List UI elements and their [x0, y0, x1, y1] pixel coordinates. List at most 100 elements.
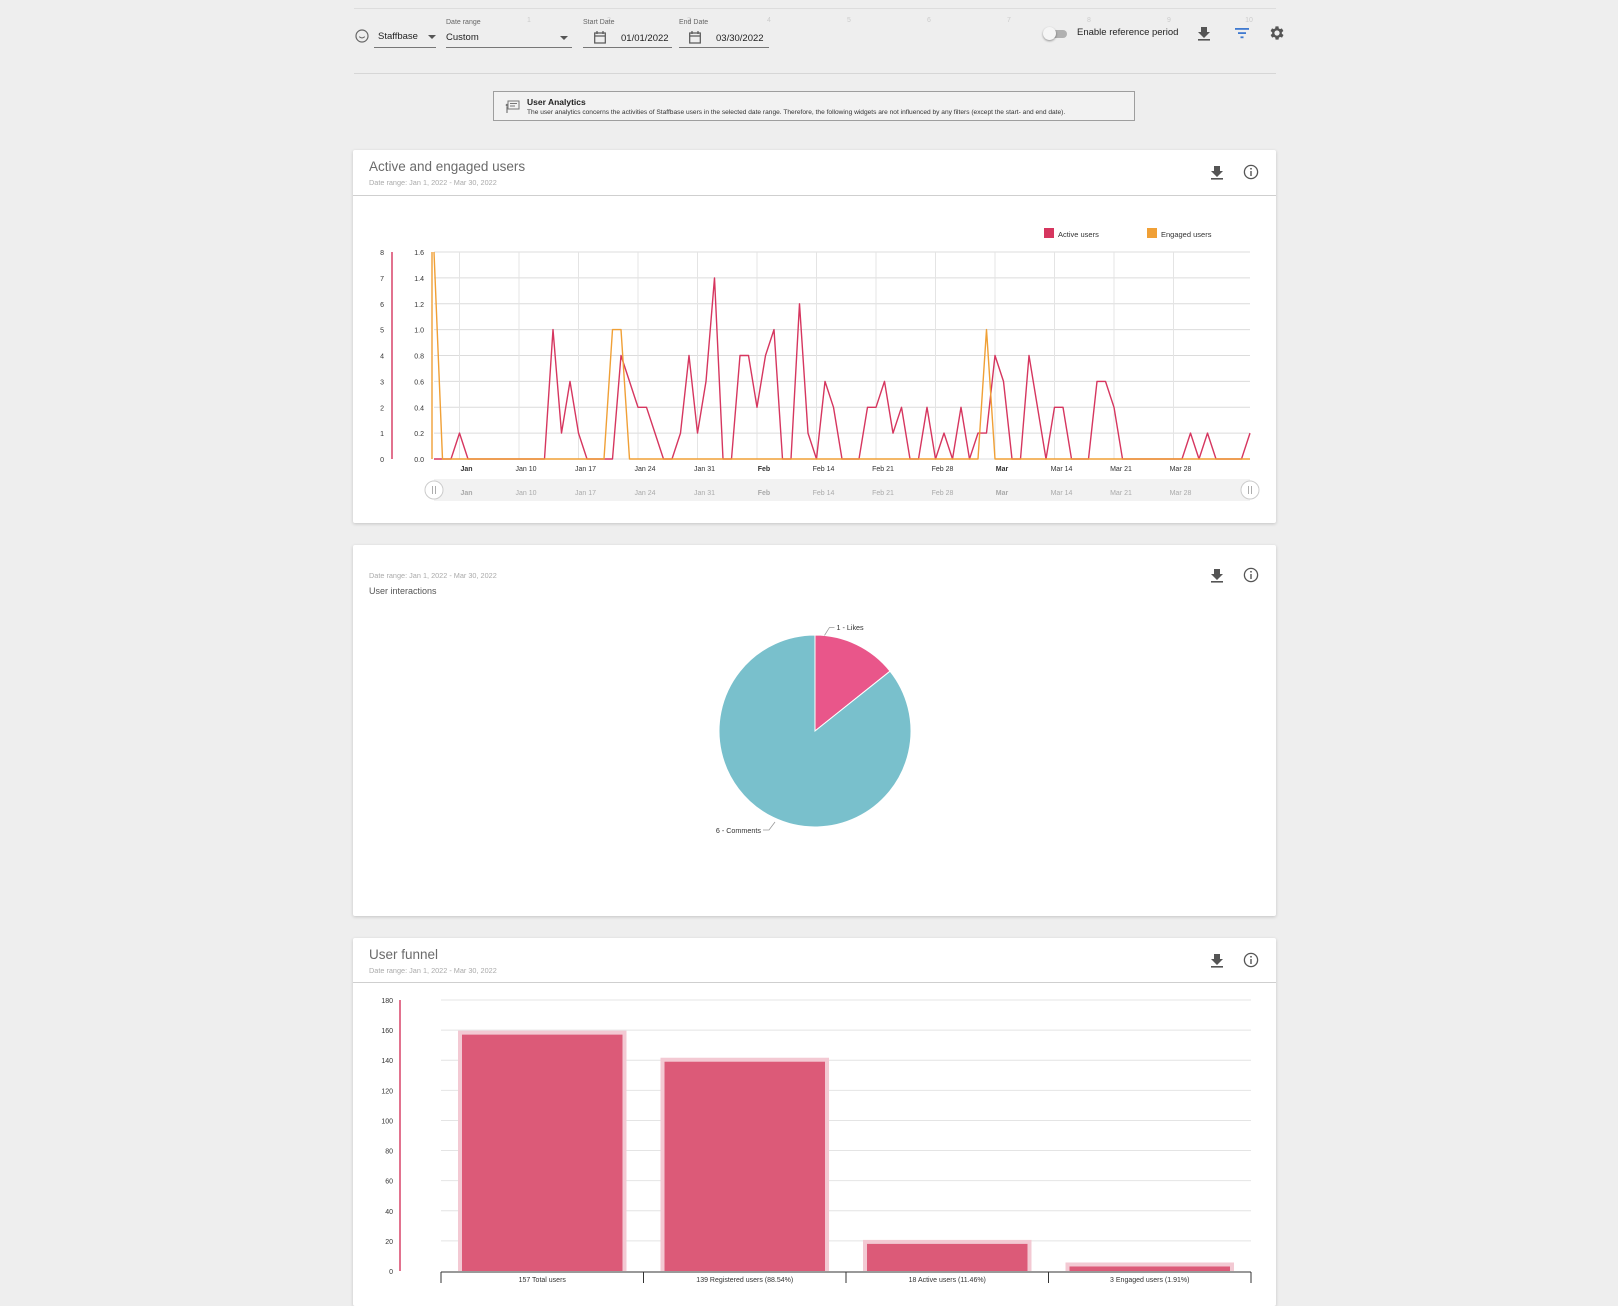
end-date-field[interactable]: End Date 03/30/2022 [679, 16, 769, 48]
pie-slice-likes [814, 634, 891, 733]
card-divider [353, 195, 1276, 196]
legend-label: Engaged users [1161, 230, 1212, 239]
y-right-tick-label: 0.6 [414, 379, 424, 386]
pie-slice-label: 6 - Comments [716, 826, 762, 835]
toggle-thumb [1043, 27, 1056, 40]
start-date-field[interactable]: Start Date 01/01/2022 [583, 16, 672, 48]
y-left-tick-label: 1 [380, 431, 384, 438]
active-users-line [434, 277, 1251, 460]
x-tick-label: Jan 17 [575, 466, 596, 473]
top-axis-tick: 5 [847, 17, 851, 24]
start-date-label: Start Date [583, 19, 615, 26]
user-funnel-card: User funnel Date range: Jan 1, 2022 - Ma… [353, 938, 1276, 1306]
card-date-range: Date range: Jan 1, 2022 - Mar 30, 2022 [369, 178, 497, 187]
card-date-range: Date range: Jan 1, 2022 - Mar 30, 2022 [369, 571, 497, 580]
x-tick-label: Jan 24 [634, 466, 655, 473]
notice-title: User Analytics [527, 97, 586, 107]
x-tick-label: Mar [996, 466, 1009, 473]
engaged-users-line [433, 251, 1250, 460]
y-right-tick-label: 1.4 [414, 276, 424, 283]
x-category-label: 157 Total users [519, 1277, 567, 1284]
y-tick-label: 60 [385, 1179, 393, 1186]
navigator-label: Mar [996, 490, 1009, 497]
card-title: Active and engaged users [369, 159, 526, 174]
end-date-label: End Date [679, 19, 709, 26]
x-tick-label: Jan 10 [515, 466, 536, 473]
pie-label-connector [824, 627, 835, 636]
download-icon[interactable] [1208, 163, 1226, 181]
notice-text: The user analytics concerns the activiti… [527, 109, 1066, 116]
active-users-card: Active and engaged users Date range: Jan… [353, 150, 1276, 523]
x-tick-label: Feb 14 [813, 466, 835, 473]
x-tick-label: Feb 21 [872, 466, 894, 473]
tenant-name: Staffbase [378, 31, 418, 42]
date-range-value: Custom [446, 32, 479, 43]
navigator-label: Feb 21 [872, 490, 894, 497]
settings-gear-icon[interactable] [1268, 24, 1286, 42]
pie-slice-label: 1 - Likes [836, 623, 864, 632]
reference-period-toggle[interactable]: Enable reference period [1043, 26, 1183, 42]
y-right-tick-label: 1.2 [414, 302, 424, 309]
y-left-tick-label: 3 [380, 379, 384, 386]
info-icon[interactable] [1242, 163, 1260, 181]
navigator-label: Feb 28 [932, 490, 954, 497]
date-range-underline [446, 47, 572, 48]
navigator-handle[interactable] [1240, 480, 1260, 500]
download-icon[interactable] [1208, 566, 1226, 584]
y-tick-label: 80 [385, 1149, 393, 1156]
x-tick-label: Mar 14 [1051, 466, 1073, 473]
date-range-select[interactable]: Date range Custom [446, 16, 572, 48]
funnel-bar [462, 1034, 623, 1271]
legend-label: Active users [1058, 230, 1099, 239]
navigator-label: Jan 31 [694, 490, 715, 497]
top-axis-tick: 6 [927, 17, 931, 24]
download-icon[interactable] [1208, 951, 1226, 969]
x-category-label: 18 Active users (11.46%) [909, 1277, 986, 1284]
funnel-bar [867, 1243, 1028, 1271]
info-icon[interactable] [1242, 566, 1260, 584]
y-tick-label: 140 [381, 1058, 393, 1065]
top-axis-tick: 1 [527, 17, 531, 24]
y-left-tick-label: 0 [380, 457, 384, 464]
navigator-label: Mar 28 [1170, 490, 1192, 497]
navigator-label: Mar 21 [1110, 490, 1132, 497]
filter-icon[interactable] [1233, 24, 1251, 42]
top-axis-tick: 4 [767, 17, 771, 24]
x-tick-label: Feb 28 [932, 466, 954, 473]
top-axis-tick: 8 [1087, 17, 1091, 24]
y-tick-label: 120 [381, 1088, 393, 1095]
presentation-icon [505, 100, 520, 113]
top-axis-tick: 9 [1167, 17, 1171, 24]
start-date-value: 01/01/2022 [621, 33, 669, 44]
end-date-value: 03/30/2022 [716, 33, 764, 44]
x-tick-label: Jan 31 [694, 466, 715, 473]
navigator-label: Jan 17 [575, 490, 596, 497]
card-divider [353, 982, 1276, 983]
y-right-tick-label: 0.0 [414, 457, 424, 464]
caret-down-icon [428, 35, 436, 39]
navigator-label: Jan 10 [515, 490, 536, 497]
tenant-underline [374, 47, 436, 48]
navigator-handle[interactable] [424, 480, 444, 500]
tenant-selector[interactable]: Staffbase [354, 26, 436, 48]
user-interactions-card: Date range: Jan 1, 2022 - Mar 30, 2022 U… [353, 545, 1276, 916]
legend-swatch [1147, 228, 1157, 238]
user-interactions-pie-chart: 1 - Likes 6 - Comments [716, 623, 912, 835]
navigator-label: Feb 14 [813, 490, 835, 497]
smiley-icon [355, 29, 369, 43]
top-axis-tick: 2 [607, 17, 611, 24]
y-right-tick-label: 1.6 [414, 250, 424, 257]
info-icon[interactable] [1242, 951, 1260, 969]
top-axis-tick: 10 [1245, 17, 1253, 24]
y-left-tick-label: 6 [380, 302, 384, 309]
pie-slice-comments [718, 634, 912, 828]
y-left-tick-label: 7 [380, 276, 384, 283]
download-icon[interactable] [1195, 24, 1213, 42]
calendar-icon [689, 31, 701, 44]
funnel-bar [1069, 1266, 1230, 1271]
y-left-tick-label: 5 [380, 328, 384, 335]
x-tick-label: Feb [758, 466, 770, 473]
navigator-label: Jan [460, 490, 472, 497]
navigator-label: Feb [758, 490, 770, 497]
navigator-track [434, 479, 1250, 501]
